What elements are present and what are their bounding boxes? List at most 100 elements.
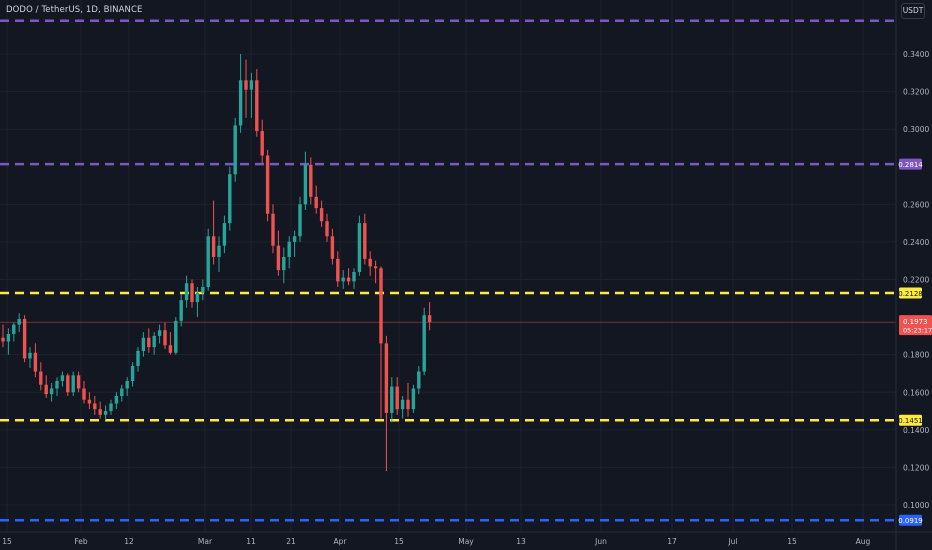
price-axis[interactable]: 0.3400 0.3200 0.3000 0.2600 0.2400 0.2200 0.18… — [903, 50, 929, 510]
candle-body — [87, 399, 92, 404]
candle-body — [184, 283, 189, 301]
candle-body — [309, 164, 313, 197]
candle-body — [93, 403, 97, 410]
candle-body — [406, 399, 410, 410]
candle-body — [157, 330, 162, 336]
time-tick-label: 17 — [667, 537, 677, 546]
current-price-badge — [899, 315, 932, 336]
candle-body — [201, 287, 205, 293]
candle-body — [395, 386, 399, 410]
candle-body — [179, 300, 183, 321]
candle-body — [55, 380, 59, 389]
time-tick-label: 13 — [516, 537, 526, 546]
time-tick-label: 21 — [286, 537, 296, 546]
currency-button[interactable]: USDT — [901, 3, 925, 19]
level-price-badge — [899, 514, 922, 526]
candle-body — [325, 221, 329, 237]
candle-body — [341, 277, 345, 282]
current-price-value: 0.1973 — [903, 318, 928, 326]
candle-body — [368, 258, 372, 267]
candle-body — [287, 241, 291, 257]
candle-body — [190, 283, 194, 303]
time-tick-label: Apr — [334, 537, 348, 546]
candle-body — [390, 386, 394, 413]
candle-body — [120, 388, 124, 397]
candle-body — [255, 80, 259, 132]
candle-body — [400, 399, 405, 410]
time-tick-label: 11 — [246, 537, 256, 546]
price-tick-label: 0.3000 — [903, 125, 929, 134]
time-tick-label: Jul — [727, 537, 737, 546]
time-tick-label: Feb — [74, 537, 88, 546]
time-axis[interactable]: 15 Feb 12 Mar 11 21 Apr 15 May 13 Jun 17 Jul 15 Aug — [2, 537, 870, 546]
level-price-badge — [899, 158, 922, 170]
candle-body — [33, 352, 38, 372]
price-tick-label: 0.2400 — [903, 238, 929, 247]
candle-body — [379, 268, 383, 344]
candle-body — [49, 388, 54, 395]
candle-body — [195, 292, 200, 303]
level-price-label: 0.2814 — [898, 161, 923, 169]
symbol-title: DODO / TetherUS, 1D, BINANCE — [6, 5, 143, 15]
bar-countdown: 05:23:17 — [903, 327, 932, 335]
candle-body — [292, 236, 297, 242]
candle-body — [60, 375, 65, 381]
candle-body — [228, 174, 232, 224]
candle-body — [109, 403, 113, 412]
candle-body — [276, 245, 281, 271]
candle-body — [373, 266, 378, 269]
candle-body — [17, 318, 21, 325]
time-tick-label: 15 — [787, 537, 797, 546]
candle-body — [346, 277, 351, 282]
price-tick-label: 0.1000 — [903, 501, 929, 510]
candle-body — [6, 333, 11, 342]
candle-body — [82, 388, 86, 400]
candle-body — [244, 80, 248, 90]
candle-body — [314, 196, 318, 209]
price-tick-label: 0.3400 — [903, 50, 929, 59]
candle-body — [206, 236, 210, 288]
candle-body — [411, 388, 416, 410]
time-tick-label: 15 — [394, 537, 404, 546]
level-price-label: 0.2128 — [898, 290, 923, 298]
candle-body — [103, 411, 108, 415]
level-price-badge — [899, 414, 922, 426]
level-price-label: 0.1451 — [898, 417, 923, 425]
price-tick-label: 0.1600 — [903, 388, 929, 397]
candle-body — [211, 236, 216, 257]
candle-body — [363, 223, 367, 259]
price-tick-label: 0.1400 — [903, 426, 929, 435]
candle-body — [141, 337, 146, 351]
candle-body — [336, 258, 340, 282]
candle-body — [422, 315, 426, 372]
level-price-badge — [899, 287, 922, 299]
candle-body — [417, 371, 421, 389]
price-tick-label: 0.1200 — [903, 463, 929, 472]
time-tick-label: 15 — [2, 537, 12, 546]
candle-body — [66, 375, 70, 393]
candle-body — [282, 256, 286, 271]
candlestick-series — [1, 54, 432, 472]
candle-body — [114, 396, 119, 404]
price-tick-label: 0.3200 — [903, 88, 929, 97]
candle-body — [147, 337, 151, 348]
time-tick-label: 12 — [124, 537, 134, 546]
candle-body — [265, 155, 270, 214]
candle-body — [168, 345, 173, 353]
candle-body — [222, 223, 227, 246]
candle-body — [98, 409, 102, 415]
candle-body — [249, 80, 254, 90]
price-tick-label: 0.1800 — [903, 351, 929, 360]
candle-body — [271, 213, 275, 246]
price-tick-label: 0.2200 — [903, 276, 929, 285]
candle-body — [130, 365, 135, 381]
candle-body — [22, 318, 27, 359]
candle-body — [28, 352, 32, 359]
candle-body — [238, 80, 243, 126]
candle-body — [39, 371, 43, 385]
candle-body — [330, 236, 335, 259]
candle-body — [71, 375, 75, 393]
candle-body — [357, 223, 362, 272]
candle-body — [260, 131, 264, 156]
